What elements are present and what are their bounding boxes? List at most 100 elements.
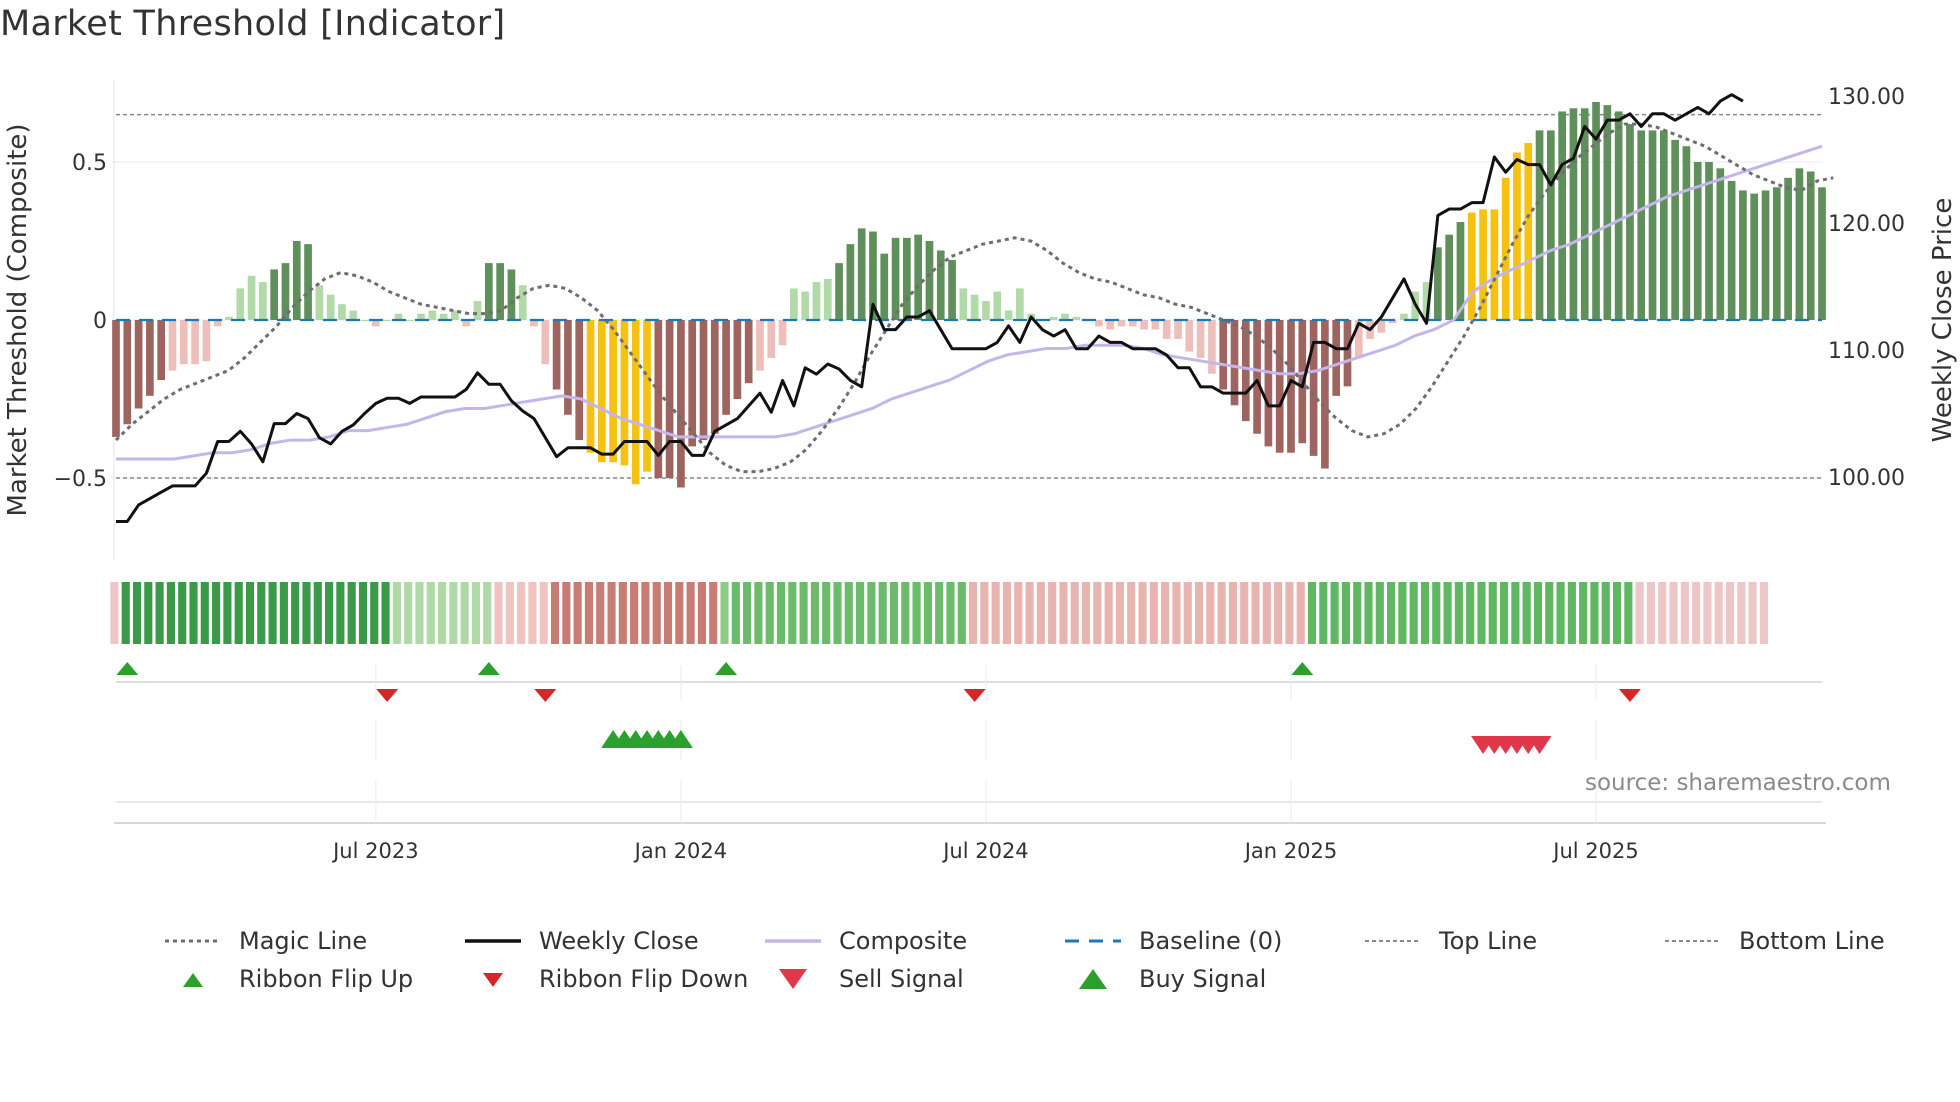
composite-bar	[1705, 162, 1713, 320]
ribbon-cell	[223, 582, 232, 644]
composite-bar	[281, 263, 290, 320]
ribbon-cell	[1296, 582, 1305, 644]
composite-bar	[1061, 313, 1069, 320]
composite-bar	[394, 313, 403, 320]
ribbon-cell	[415, 582, 424, 644]
legend-baseline: Baseline (0)	[1065, 922, 1282, 960]
ribbon-cell	[539, 582, 548, 644]
legend-label: Ribbon Flip Down	[539, 965, 749, 993]
ribbon-cell	[1759, 582, 1768, 644]
composite-bar	[948, 259, 956, 320]
ribbon-cell	[257, 582, 266, 644]
composite-bar	[575, 320, 584, 441]
ribbon-cell	[1285, 582, 1294, 644]
ribbon-cell	[1545, 582, 1554, 644]
ribbon-cell	[641, 582, 650, 644]
composite-bar	[1648, 130, 1657, 320]
ribbon-flip-down-marker	[534, 689, 557, 702]
ribbon-flip-down-marker	[376, 689, 399, 702]
ribbon-cell	[946, 582, 955, 644]
ribbon-cell	[856, 582, 865, 644]
composite-bar	[1377, 320, 1386, 333]
ribbon-cell	[584, 582, 594, 644]
composite-bar	[304, 244, 312, 320]
composite-bar	[1727, 180, 1736, 320]
composite-bar	[1117, 320, 1126, 327]
composite-bar	[1106, 320, 1115, 330]
ribbon-cell	[957, 582, 966, 644]
chart-canvas: 0.5 0 −0.5 130.00 120.00 110.00 100.00 Market T…	[3, 80, 1958, 863]
ribbon-cell	[765, 582, 774, 644]
ribbon-cell	[1138, 582, 1147, 644]
ribbon-cell	[1466, 582, 1475, 644]
composite-bar	[315, 285, 324, 320]
composite-bar	[1603, 105, 1612, 321]
composite-bar	[123, 320, 132, 425]
ribbon-cell	[302, 582, 311, 644]
ribbon-cell	[675, 582, 684, 644]
ribbon-cell	[1319, 582, 1328, 644]
ribbon-cell	[697, 582, 706, 644]
flip-down-icon	[483, 973, 503, 987]
legend-label: Weekly Close	[539, 927, 699, 955]
ribbon-cell	[901, 582, 910, 644]
ribbon-cell	[144, 582, 153, 644]
ribbon-cell	[878, 582, 887, 644]
composite-bar	[1558, 111, 1566, 320]
ribbon-cell	[1307, 582, 1317, 644]
composite-bar	[665, 320, 674, 478]
legend-label: Sell Signal	[839, 965, 964, 993]
ribbon-cell	[923, 582, 932, 644]
ribbon-cell	[155, 582, 164, 644]
ribbon-cell	[1330, 582, 1339, 644]
composite-bar	[733, 320, 742, 399]
buy-signal-marker	[668, 730, 693, 748]
sell-signal-icon	[779, 969, 807, 989]
composite-bar	[1208, 320, 1216, 374]
indicator-lines	[114, 93, 1834, 523]
composite-bar	[1230, 320, 1239, 406]
composite-bar	[597, 320, 606, 463]
chart-title: Market Threshold [Indicator]	[0, 4, 506, 44]
legend-weekly-close: Weekly Close	[465, 922, 699, 960]
ribbon-cell	[212, 582, 221, 644]
ribbon-cell	[618, 582, 627, 644]
ribbon-cell	[517, 582, 526, 644]
composite-bar	[462, 320, 471, 327]
ribbon-flip-up-marker	[715, 662, 738, 675]
ribbon-cell	[449, 582, 458, 644]
ribbon-cell	[291, 582, 300, 644]
composite-bar	[1253, 320, 1261, 434]
composite-bar	[699, 320, 708, 441]
ribbon-cell	[1036, 582, 1045, 644]
ribbon-cell	[652, 582, 661, 644]
ribbon-cell	[573, 582, 582, 644]
composite-bar	[1140, 320, 1148, 330]
ribbon-cell	[1680, 582, 1689, 644]
ribbon-cell	[110, 582, 119, 644]
composite-bar	[236, 288, 245, 320]
ribbon-cell	[245, 582, 255, 644]
x-tick-label: Jan 2025	[1243, 839, 1338, 863]
ribbon-cell	[1194, 582, 1204, 644]
composite-bar	[1049, 316, 1058, 320]
ribbon-cell	[1002, 582, 1012, 644]
composite-bar	[1095, 320, 1103, 327]
x-tick-label: Jul 2024	[941, 839, 1028, 863]
x-tick-label: Jan 2024	[633, 839, 728, 863]
ribbon-cell	[562, 582, 571, 644]
ribbon-cell	[1669, 582, 1678, 644]
composite-bar	[1580, 108, 1589, 320]
ribbon-cell	[1692, 582, 1701, 644]
x-tick-label: Jul 2023	[331, 839, 418, 863]
ribbon-cell	[1601, 582, 1610, 644]
composite-bar	[292, 241, 301, 320]
ribbon-cell	[325, 582, 334, 644]
composite-bar	[134, 320, 143, 409]
composite-bar	[1739, 190, 1747, 320]
legend-label: Top Line	[1439, 927, 1538, 955]
ribbon-cell	[720, 582, 729, 644]
composite-bar	[1524, 143, 1533, 320]
composite-bar	[484, 263, 493, 320]
ribbon-cell	[1183, 582, 1192, 644]
